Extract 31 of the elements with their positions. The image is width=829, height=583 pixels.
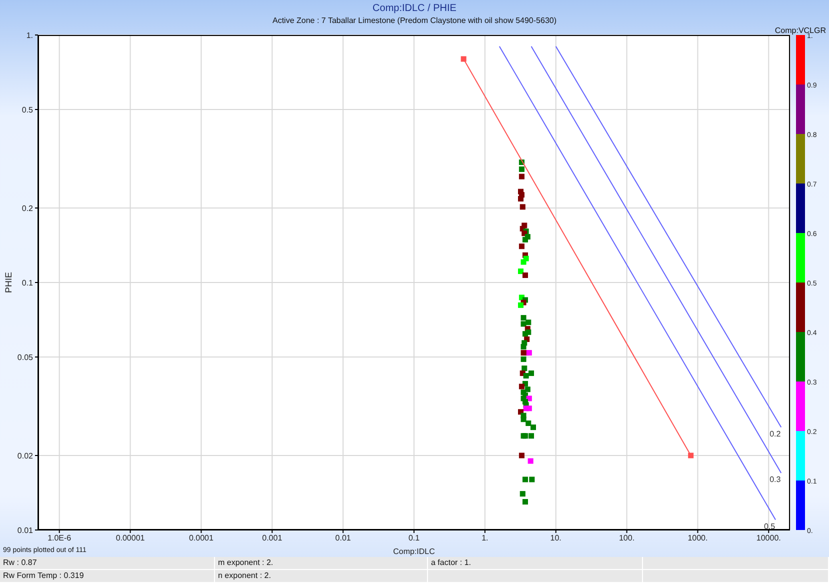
y-tick-label: 0.02: [17, 451, 34, 460]
x-tick-label: 0.001: [262, 534, 283, 543]
chart-title: Comp:IDLC / PHIE: [372, 3, 458, 14]
x-tick-label: 0.00001: [116, 534, 146, 543]
text: m exponent : 2.: [215, 557, 428, 570]
chart-subtitle: Active Zone : 7 Taballar Limestone (Predom Claystone with oil show 5490-5630): [272, 16, 558, 25]
y-tick-label: 0.2: [22, 204, 34, 213]
color-bar-title: Comp:VCLGR: [774, 26, 826, 35]
x-tick-label: 0.1: [408, 534, 420, 543]
text: Rw : 0.87: [0, 557, 215, 570]
series-label: 0.5: [764, 522, 776, 531]
y-tick-label: 0.05: [17, 352, 34, 362]
y-tick-label: 0.5: [22, 105, 34, 114]
y-tick-label: 1.: [26, 30, 33, 40]
x-tick-label: 1000.: [688, 534, 708, 543]
x-tick-label: 1.: [482, 534, 488, 543]
text: n exponent : 2.: [215, 570, 428, 583]
text: Rw Form Temp : 0.319: [0, 570, 215, 583]
x-tick-label: 10.: [550, 534, 562, 543]
y-tick-label: 0.1: [22, 278, 34, 288]
x-tick-label: 10000.: [756, 534, 781, 543]
x-tick-label: 0.0001: [188, 534, 214, 543]
x-axis-title: Comp:IDLC: [393, 547, 436, 556]
y-axis-title: PHIE: [3, 272, 14, 294]
text: a factor : 1.: [428, 557, 643, 570]
x-tick-label: 100.: [619, 534, 635, 543]
x-tick-label: 0.01: [335, 534, 352, 543]
series-label: 0.3: [770, 474, 782, 484]
series-label: 0.2: [770, 429, 782, 438]
y-tick-label: 0.01: [17, 526, 34, 535]
x-tick-label: 1.0E-6: [48, 534, 72, 543]
